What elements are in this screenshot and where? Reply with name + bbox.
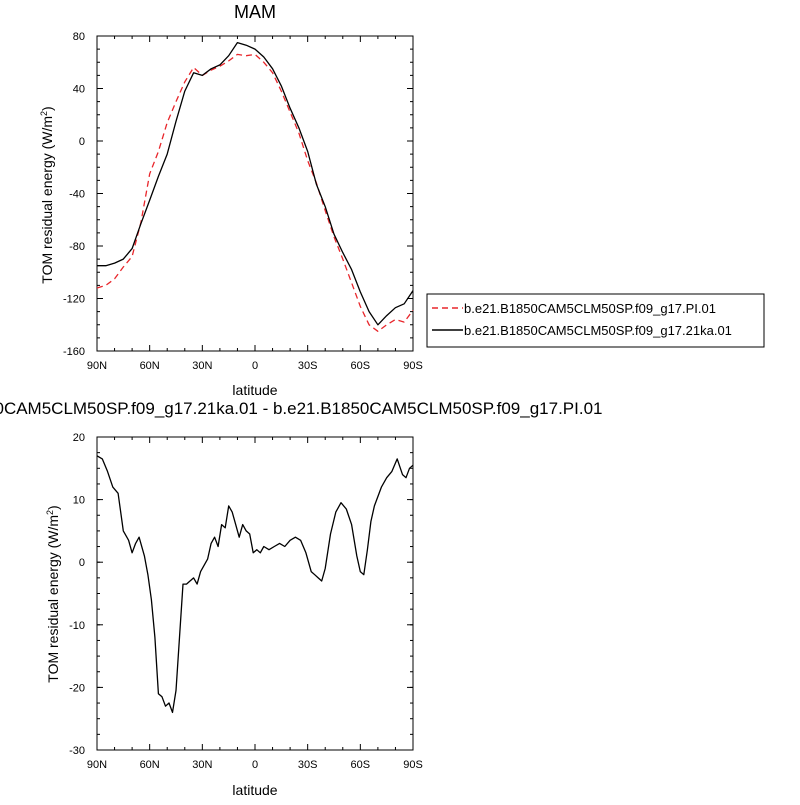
top-y-tick-label: -80 — [69, 241, 85, 253]
bottom-plot-frame — [96, 436, 414, 751]
bottom-y-ticks: 20 10 0 -10 -20 -30 — [69, 432, 413, 757]
legend-label-21ka: b.e21.B1850CAM5CLM50SP.f09_g17.21ka.01 — [464, 323, 732, 338]
bottom-x-axis-label: latitude — [232, 782, 277, 798]
top-y-tick-label: -160 — [63, 346, 85, 358]
top-x-tick-label: 90S — [403, 360, 423, 372]
bottom-y-tick-label: -20 — [69, 682, 85, 694]
legend: b.e21.B1850CAM5CLM50SP.f09_g17.PI.01 b.e… — [426, 293, 765, 348]
bottom-chart-title: b.e21.B1850CAM5CLM50SP.f09_g17.21ka.01 -… — [0, 399, 602, 418]
bottom-panel: b.e21.B1850CAM5CLM50SP.f09_g17.21ka.01 -… — [0, 399, 602, 798]
top-y-tick-label: -120 — [63, 294, 85, 306]
top-x-tick-label: 90N — [87, 360, 107, 372]
top-y-tick-label: -40 — [69, 189, 85, 201]
bottom-y-axis-label-main: TOM residual energy (W/m — [45, 515, 61, 683]
top-series-line-1 — [97, 41, 414, 326]
bottom-y-tick-label: -10 — [69, 620, 85, 632]
bottom-x-tick-label: 0 — [252, 759, 258, 771]
top-panel: MAM 90N 60N 30N 0 30S 60S 90S 80 40 0 -40 -80 -120 -… — [39, 2, 765, 398]
bottom-x-tick-label: 60S — [351, 759, 371, 771]
top-y-tick-label: 80 — [73, 31, 85, 43]
bottom-y-axis-label: TOM residual energy (W/m2) — [45, 505, 61, 682]
top-x-tick-label: 0 — [252, 360, 258, 372]
bottom-x-tick-label: 30N — [192, 759, 212, 771]
bottom-x-ticks: 90N 60N 30N 0 30S 60S 90S — [87, 437, 423, 771]
top-y-axis-label: TOM residual energy (W/m2) — [39, 106, 55, 283]
bottom-series-line-0 — [96, 455, 414, 714]
bottom-y-tick-label: 0 — [79, 557, 85, 569]
bottom-y-tick-label: 20 — [73, 432, 85, 444]
legend-box — [426, 293, 765, 348]
top-x-tick-label: 30N — [192, 360, 212, 372]
bottom-x-tick-label: 60N — [140, 759, 160, 771]
top-y-axis-label-close: ) — [39, 106, 55, 111]
bottom-y-tick-label: 10 — [73, 495, 85, 507]
top-y-tick-label: 0 — [79, 136, 85, 148]
top-y-tick-label: 40 — [73, 84, 85, 96]
top-x-axis-label: latitude — [232, 382, 277, 398]
top-x-ticks: 90N 60N 30N 0 30S 60S 90S — [87, 36, 423, 372]
bottom-y-axis-label-close: ) — [45, 505, 61, 510]
top-series-lines — [96, 41, 414, 332]
top-y-ticks: 80 40 0 -40 -80 -120 -160 — [63, 31, 413, 358]
bottom-x-tick-label: 30S — [298, 759, 318, 771]
bottom-x-tick-label: 90S — [403, 759, 423, 771]
top-series-line-0 — [96, 53, 414, 332]
bottom-y-tick-label: -30 — [69, 745, 85, 757]
top-x-tick-label: 60S — [351, 360, 371, 372]
top-x-tick-label: 60N — [140, 360, 160, 372]
top-y-axis-label-main: TOM residual energy (W/m — [39, 116, 55, 284]
legend-label-pi: b.e21.B1850CAM5CLM50SP.f09_g17.PI.01 — [464, 301, 716, 316]
top-chart-title: MAM — [234, 2, 276, 22]
top-x-tick-label: 30S — [298, 360, 318, 372]
top-y-axis-label-sup: 2 — [39, 111, 49, 116]
bottom-x-tick-label: 90N — [87, 759, 107, 771]
bottom-y-axis-label-sup: 2 — [45, 510, 55, 515]
bottom-series-lines — [96, 455, 414, 714]
